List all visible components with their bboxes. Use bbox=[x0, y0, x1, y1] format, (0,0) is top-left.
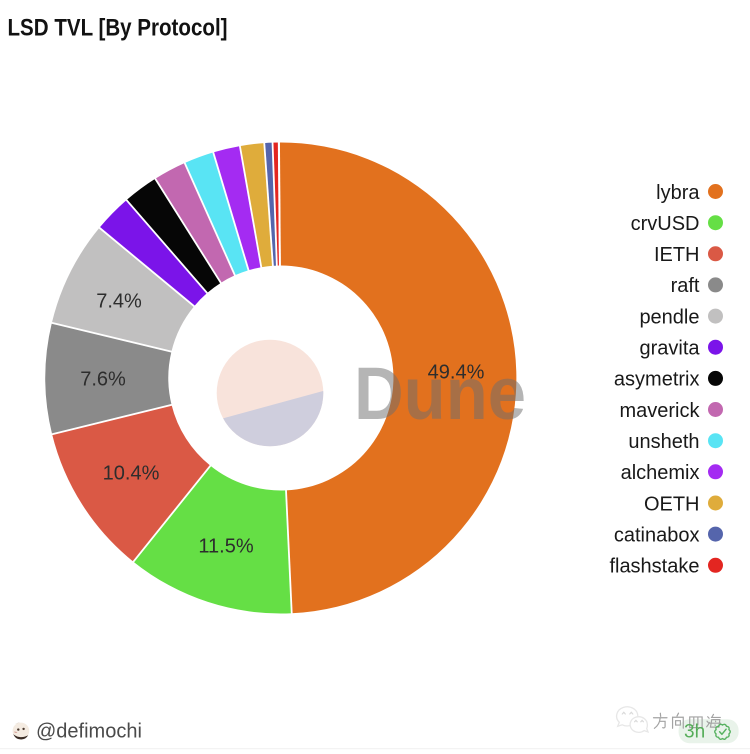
svg-text:IETH: IETH bbox=[654, 244, 700, 266]
svg-text:alchemix: alchemix bbox=[621, 462, 700, 484]
svg-text:pendle: pendle bbox=[639, 306, 699, 328]
svg-text:maverick: maverick bbox=[619, 400, 700, 422]
svg-text:unsheth: unsheth bbox=[628, 431, 699, 453]
svg-text:flashstake: flashstake bbox=[609, 556, 699, 578]
svg-text:OETH: OETH bbox=[644, 493, 700, 515]
svg-text:10.4%: 10.4% bbox=[103, 462, 160, 484]
svg-text:LSD TVL [By Protocol]: LSD TVL [By Protocol] bbox=[8, 14, 228, 41]
svg-text:11.5%: 11.5% bbox=[198, 535, 253, 557]
svg-text:7.6%: 7.6% bbox=[80, 368, 126, 390]
svg-text:49.4%: 49.4% bbox=[428, 361, 485, 383]
svg-text:7.4%: 7.4% bbox=[96, 290, 142, 312]
svg-text:asymetrix: asymetrix bbox=[614, 369, 700, 391]
svg-text:raft: raft bbox=[671, 275, 700, 297]
svg-text:@defimochi: @defimochi bbox=[36, 721, 142, 743]
svg-text:gravita: gravita bbox=[639, 338, 700, 360]
svg-text:lybra: lybra bbox=[656, 182, 700, 204]
svg-text:3h: 3h bbox=[684, 722, 705, 743]
svg-text:Dune: Dune bbox=[354, 352, 526, 435]
svg-text:crvUSD: crvUSD bbox=[631, 213, 700, 235]
svg-text:catinabox: catinabox bbox=[614, 524, 700, 546]
